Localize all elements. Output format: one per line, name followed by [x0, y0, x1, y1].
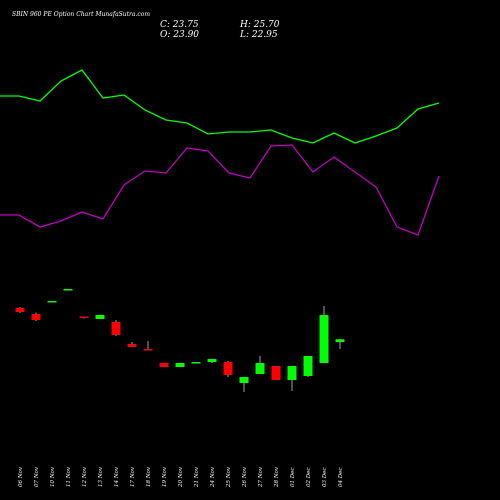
x-tick-label: 21 Nov — [194, 466, 200, 488]
close-value: C: 23.75 — [160, 20, 199, 30]
candle-body — [319, 315, 329, 363]
candle-body — [159, 363, 169, 367]
candle-body — [255, 363, 265, 374]
candle-body — [239, 377, 249, 383]
x-tick-label: 01 Dec — [290, 468, 296, 488]
candle-body — [271, 366, 281, 380]
x-tick-label: 06 Nov — [18, 466, 24, 487]
x-tick-label: 10 Nov — [50, 466, 56, 487]
open-value: O: 23.90 — [160, 30, 200, 40]
x-tick-label: 26 Nov — [242, 466, 248, 488]
x-tick-label: 13 Nov — [98, 466, 104, 487]
x-tick-label: 20 Nov — [178, 466, 184, 488]
x-tick-label: 27 Nov — [258, 466, 264, 488]
candle-body — [127, 344, 137, 347]
high-value: H: 25.70 — [240, 20, 280, 30]
chart-title: SBIN 960 PE Option Chart MunafaSutra.com — [12, 11, 151, 18]
x-tick-label: 11 Nov — [66, 466, 72, 487]
x-tick-label: 19 Nov — [162, 466, 168, 487]
candle-body — [287, 366, 297, 380]
x-tick-label: 25 Nov — [226, 466, 232, 488]
x-tick-label: 24 Nov — [210, 466, 216, 488]
x-tick-label: 03 Dec — [322, 468, 328, 488]
low-value: L: 22.95 — [240, 30, 278, 40]
x-tick-label: 28 Nov — [274, 466, 280, 488]
lower-indicator-line — [0, 144, 440, 236]
candle-body — [191, 362, 201, 364]
candle-body — [15, 308, 25, 312]
candle-body — [111, 322, 121, 335]
x-tick-label: 18 Nov — [146, 466, 152, 487]
candle-body — [31, 314, 41, 320]
candle-body — [79, 316, 89, 318]
candle-body — [95, 315, 105, 319]
x-tick-label: 12 Nov — [82, 466, 88, 487]
candle-body — [223, 362, 233, 375]
candle-body — [303, 356, 313, 376]
x-tick-label: 04 Dec — [338, 468, 344, 488]
candle-body — [143, 349, 153, 351]
candle-body — [175, 363, 185, 367]
candle-body — [207, 359, 217, 362]
x-tick-label: 02 Dec — [306, 468, 312, 488]
x-tick-label: 17 Nov — [130, 466, 136, 487]
candle-body — [47, 301, 57, 303]
x-tick-label: 07 Nov — [34, 466, 40, 487]
x-tick-label: 14 Nov — [114, 466, 120, 487]
upper-indicator-line — [0, 69, 440, 144]
candle-body — [63, 289, 73, 291]
candle-body — [335, 339, 345, 342]
